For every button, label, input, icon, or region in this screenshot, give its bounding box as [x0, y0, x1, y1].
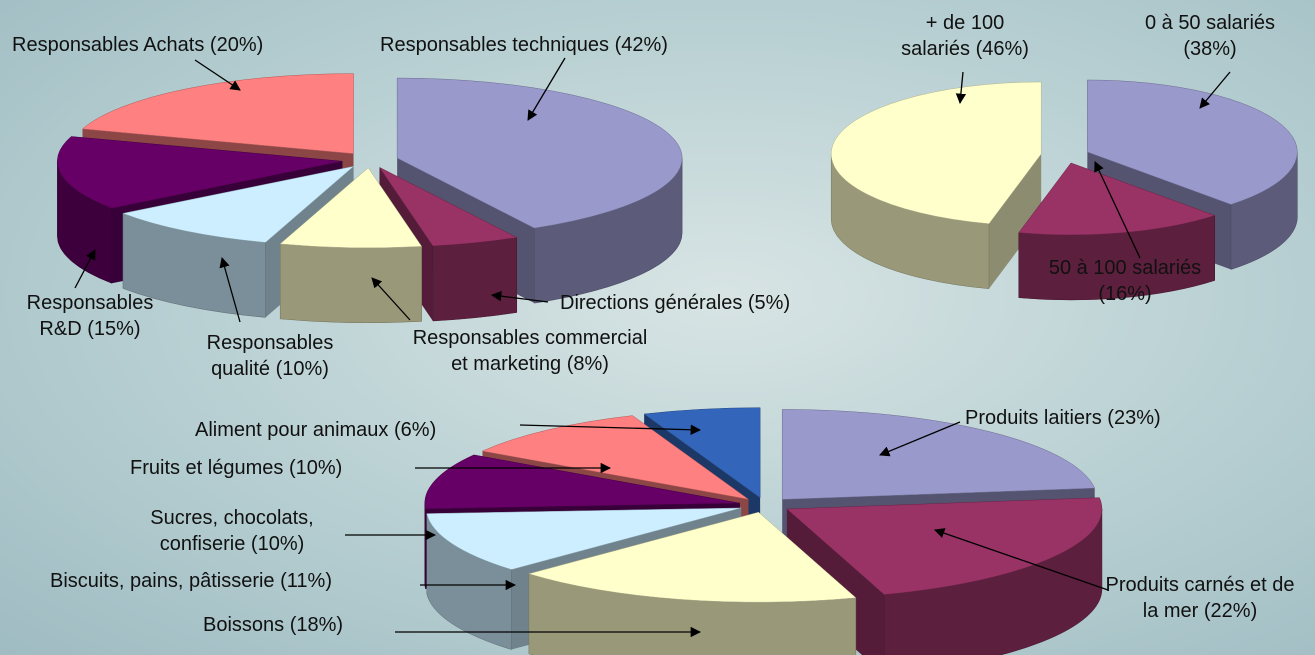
arrow	[519, 424, 702, 435]
slice-top	[786, 497, 1103, 595]
arrow	[1094, 161, 1141, 259]
category-name: Responsables R&D	[26, 292, 154, 340]
value-label: (42%)	[614, 34, 668, 56]
slice	[830, 81, 1042, 289]
category-name: Produits carnés et de la mer	[1105, 574, 1295, 622]
value-label: (18%)	[289, 614, 344, 636]
value-label: (8%)	[566, 353, 609, 375]
value-label: (38%)	[1183, 38, 1237, 60]
arrow	[194, 59, 241, 91]
slice-label: Responsables techniques (42%)	[380, 32, 668, 58]
slice-top	[643, 407, 761, 499]
slice-top	[481, 415, 749, 500]
slice-top	[1018, 162, 1216, 236]
value-label: (23%)	[1107, 407, 1161, 429]
slice-top	[396, 77, 683, 229]
value-label: (22%)	[1203, 600, 1258, 622]
arrow	[1199, 71, 1231, 109]
arrow	[955, 71, 967, 105]
slice-label: Boissons (18%)	[203, 612, 343, 638]
slice-label: Fruits et légumes (10%)	[130, 455, 342, 481]
slice-label: Directions générales (5%)	[560, 290, 790, 316]
category-name: Responsables commercial et marketing	[412, 327, 648, 375]
arrow	[74, 249, 96, 289]
category-name: Fruits et légumes	[130, 457, 284, 479]
slice-label: + de 100 salariés (46%)	[895, 10, 1035, 62]
value-label: (10%)	[275, 358, 329, 380]
value-label: (15%)	[87, 318, 141, 340]
value-label: (10%)	[250, 533, 305, 555]
slice-label: Responsables commercial et marketing (8%…	[405, 325, 655, 377]
slice-label: Biscuits, pains, pâtisserie (11%)	[50, 568, 332, 594]
slice-top	[81, 73, 354, 154]
slice-top	[830, 81, 1042, 224]
arrow	[371, 277, 411, 321]
slice-label: Responsables qualité (10%)	[180, 330, 360, 382]
value-label: (46%)	[975, 38, 1029, 60]
value-label: (11%)	[280, 570, 332, 592]
slice-top	[57, 136, 343, 209]
category-name: Responsables qualité	[206, 332, 334, 380]
category-name: Aliment pour animaux	[195, 419, 389, 441]
category-name: Sucres, chocolats, confiserie	[150, 507, 314, 555]
slice	[279, 167, 423, 324]
slice-label: 0 à 50 salariés (38%)	[1130, 10, 1290, 62]
slice-top	[426, 507, 742, 570]
category-name: Directions générales	[560, 292, 743, 314]
slice-side	[279, 243, 422, 324]
slice-top	[379, 167, 518, 247]
arrow	[527, 57, 566, 121]
category-name: Produits laitiers	[965, 407, 1102, 429]
category-name: Boissons	[203, 614, 285, 636]
value-label: (10%)	[288, 457, 343, 479]
value-label: (6%)	[394, 419, 437, 441]
slice-top	[528, 511, 857, 603]
category-name: Responsables Achats	[12, 34, 205, 56]
slice	[1018, 162, 1216, 301]
slice-label: Aliment pour animaux (6%)	[195, 417, 436, 443]
slice-label: Responsables Achats (20%)	[12, 32, 263, 58]
category-name: 50 à 100 salariés	[1048, 257, 1202, 279]
arrow	[879, 421, 961, 457]
value-label: (5%)	[747, 292, 791, 314]
slice-label: Sucres, chocolats, confiserie (10%)	[132, 505, 332, 557]
slice-side	[424, 503, 426, 589]
arrow	[490, 291, 549, 303]
arrow	[934, 528, 1109, 591]
slice-top	[122, 165, 355, 243]
category-name: Responsables techniques	[380, 34, 610, 56]
slice-label: Produits carnés et de la mer (22%)	[1100, 572, 1300, 624]
value-label: (20%)	[209, 34, 264, 56]
slice-top	[781, 409, 1096, 500]
slice-label: Produits laitiers (23%)	[965, 405, 1161, 431]
slice-top	[1087, 79, 1298, 205]
slice-label: 50 à 100 salariés (16%)	[1030, 255, 1220, 307]
slice-label: Responsables R&D (15%)	[5, 290, 175, 342]
category-name: + de 100 salariés	[901, 12, 1005, 60]
arrow	[219, 256, 241, 323]
value-label: (16%)	[1098, 283, 1152, 305]
category-name: Biscuits, pains, pâtisserie	[50, 570, 275, 592]
slice-top	[279, 167, 423, 249]
slice-side	[432, 237, 518, 322]
slice-cut-face	[988, 153, 1042, 289]
slice	[528, 511, 857, 655]
category-name: 0 à 50 salariés	[1144, 12, 1276, 34]
